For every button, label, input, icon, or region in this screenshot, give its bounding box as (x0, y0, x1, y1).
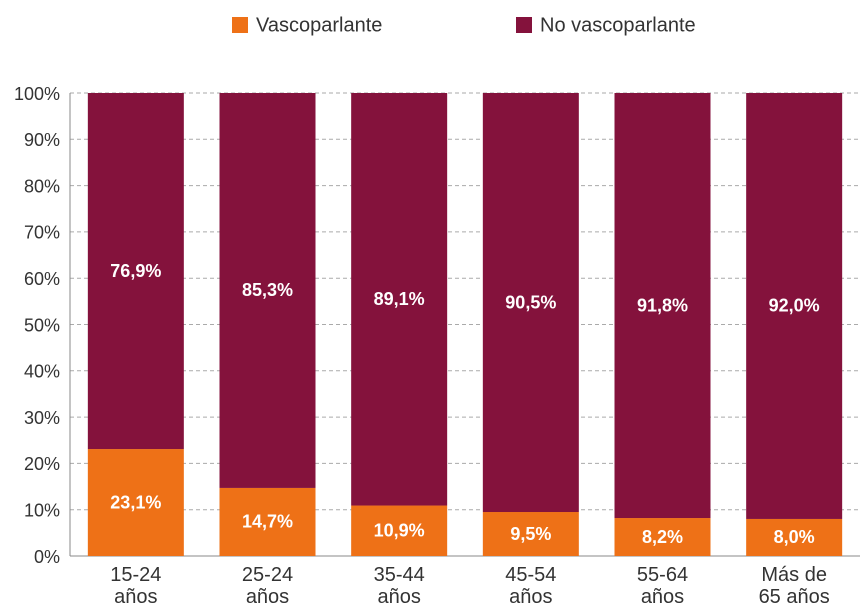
legend-swatch (232, 17, 248, 33)
value-label: 91,8% (637, 295, 688, 315)
value-label: 89,1% (374, 289, 425, 309)
y-tick-label: 20% (24, 454, 60, 474)
value-label: 92,0% (769, 296, 820, 316)
bar-segment (482, 93, 579, 513)
bar-segment (351, 505, 448, 556)
value-label: 76,9% (110, 261, 161, 281)
x-tick-label: 45-54 años (505, 564, 557, 608)
value-label: 8,0% (774, 527, 815, 547)
legend-swatch (516, 17, 532, 33)
x-tick-label: 15-24 años (110, 564, 162, 608)
value-label: 14,7% (242, 512, 293, 532)
y-tick-label: 80% (24, 176, 60, 196)
bar-segment (87, 93, 184, 450)
x-tick-label: 25-24 años (241, 564, 294, 608)
legend-label: No vascoparlante (540, 14, 696, 36)
bar-segment (219, 93, 316, 488)
y-tick-label: 100% (14, 84, 60, 104)
bar-segment (87, 449, 184, 556)
y-tick-label: 60% (24, 269, 60, 289)
x-tick-label: 55-64 años (636, 564, 689, 608)
bar-segment (482, 512, 579, 556)
x-tick-label: 35-44 años (373, 564, 425, 608)
bar-segment (614, 518, 711, 556)
value-label: 90,5% (505, 292, 556, 312)
y-tick-label: 30% (24, 408, 60, 428)
bar-segment (614, 93, 711, 519)
y-tick-label: 10% (24, 500, 60, 520)
y-tick-label: 0% (34, 547, 60, 567)
y-tick-label: 90% (24, 130, 60, 150)
bar-segment (746, 93, 843, 519)
value-label: 10,9% (374, 521, 425, 541)
y-tick-label: 50% (24, 315, 60, 335)
bar-segment (219, 487, 316, 556)
value-label: 85,3% (242, 280, 293, 300)
y-tick-label: 40% (24, 362, 60, 382)
x-tick-label: Más de 65 años (758, 564, 830, 608)
value-label: 9,5% (510, 524, 551, 544)
legend-label: Vascoparlante (256, 14, 382, 36)
y-tick-label: 70% (24, 223, 60, 243)
value-label: 23,1% (110, 492, 161, 512)
bar-segment (351, 93, 448, 506)
value-label: 8,2% (642, 527, 683, 547)
bar-segment (746, 518, 843, 556)
